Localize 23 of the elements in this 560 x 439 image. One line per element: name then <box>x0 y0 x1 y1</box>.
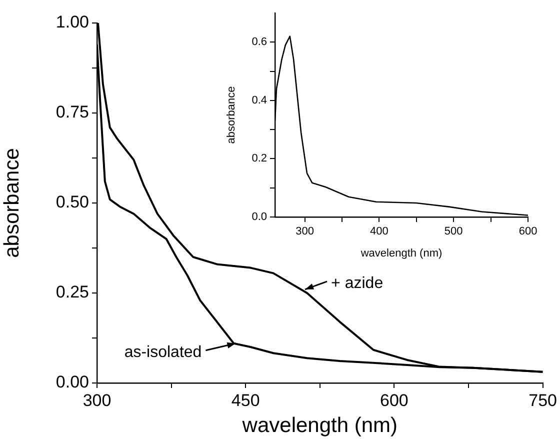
y-tick-label: 0.2 <box>252 152 267 165</box>
y-tick-label: 0.0 <box>252 211 267 224</box>
x-axis-title: wavelength (nm) <box>360 247 442 260</box>
y-tick-label: 0.4 <box>252 94 267 106</box>
y-tick-label: 0.50 <box>56 192 89 212</box>
y-axis-title: absorbance <box>0 148 24 258</box>
y-axis-title: absorbance <box>226 86 238 144</box>
x-tick-label: 450 <box>231 390 260 410</box>
x-axis-title: wavelength (nm) <box>241 414 398 438</box>
x-tick-label: 300 <box>82 390 112 410</box>
x-tick-label: 400 <box>370 226 388 238</box>
annotation: + azide <box>331 274 384 292</box>
x-tick-label: 600 <box>518 226 538 238</box>
annotation: as-isolated <box>124 344 202 361</box>
y-tick-label: 1.00 <box>56 12 89 32</box>
y-tick-label: 0.75 <box>56 102 89 122</box>
x-tick-label: 750 <box>528 390 558 410</box>
x-tick-label: 300 <box>296 226 314 238</box>
y-tick-label: 0.6 <box>252 36 267 48</box>
x-tick-label: 500 <box>444 226 463 238</box>
y-tick-label: 0.00 <box>56 372 89 392</box>
y-tick-label: 0.25 <box>56 282 89 302</box>
x-tick-label: 600 <box>380 390 408 410</box>
